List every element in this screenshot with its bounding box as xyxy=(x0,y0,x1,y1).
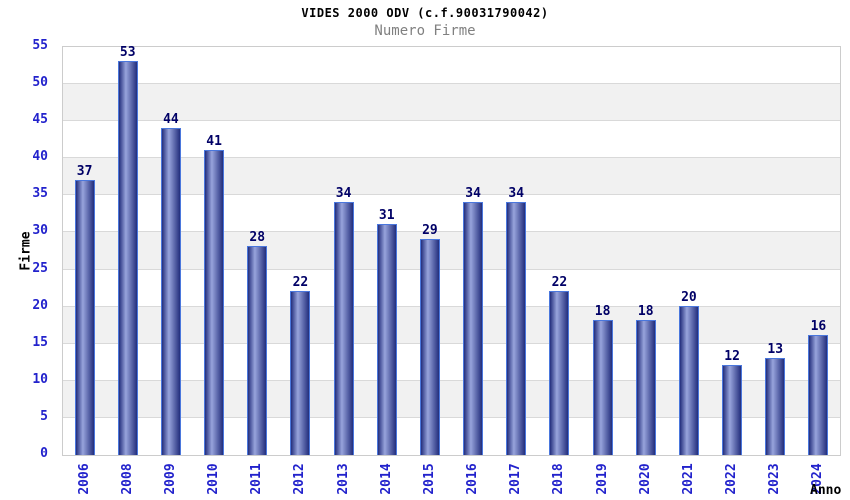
x-tick-label: 2019 xyxy=(594,463,610,495)
gridline xyxy=(63,342,840,344)
plot-area: 37 53 44 41 28 22 34 31 29 34 34 22 18 18 20 12 13 16 xyxy=(62,44,841,456)
y-tick-label: 20 xyxy=(32,297,48,313)
chart-subtitle: Numero Firme xyxy=(374,23,476,39)
gridline xyxy=(63,305,840,307)
x-tick-label: 2017 xyxy=(508,463,524,495)
x-tick-label: 2006 xyxy=(76,463,92,495)
gridline xyxy=(63,379,840,381)
bar-2022 xyxy=(722,364,743,455)
bar-value-label: 12 xyxy=(724,348,740,364)
bar-value-label: 34 xyxy=(465,185,481,201)
bar-value-label: 22 xyxy=(551,274,568,290)
bar-2019 xyxy=(592,320,613,455)
bar-value-label: 18 xyxy=(594,304,611,320)
plot-band xyxy=(63,47,840,85)
gridline xyxy=(63,416,840,418)
bar-value-label: 16 xyxy=(810,319,827,335)
bar-2011 xyxy=(247,246,268,455)
bar-2018 xyxy=(549,290,570,455)
bar-2021 xyxy=(678,305,699,455)
chart-title: VIDES 2000 ODV (c.f.90031790042) xyxy=(301,6,549,20)
plot-band xyxy=(63,158,840,196)
bar-value-label: 29 xyxy=(422,222,438,238)
x-tick-label: 2020 xyxy=(637,463,653,495)
bar-2020 xyxy=(635,320,656,455)
bar-2016 xyxy=(463,201,484,455)
x-tick-label: 2015 xyxy=(421,463,437,495)
x-tick-label: 2018 xyxy=(551,463,567,495)
plot-band xyxy=(63,269,840,307)
bar-2023 xyxy=(765,357,786,455)
x-axis-title: Anno xyxy=(810,483,842,498)
y-tick-label: 50 xyxy=(32,75,48,91)
bar-2010 xyxy=(204,149,225,455)
x-tick-label: 2009 xyxy=(162,463,178,495)
x-tick-label: 2021 xyxy=(680,463,696,495)
x-tick-label: 2008 xyxy=(119,463,135,495)
bar-value-label: 28 xyxy=(249,230,266,246)
y-tick-label: 30 xyxy=(32,223,48,239)
x-tick-label: 2023 xyxy=(767,463,783,495)
gridline xyxy=(63,157,840,159)
plot-band xyxy=(63,232,840,270)
x-tick-label: 2014 xyxy=(378,463,394,495)
bar-value-label: 37 xyxy=(76,163,93,179)
plot-band xyxy=(63,417,840,455)
bar-value-label: 22 xyxy=(292,274,309,290)
bar-value-label: 18 xyxy=(637,304,654,320)
bar-2015 xyxy=(419,238,440,455)
bar-2008 xyxy=(117,60,138,455)
x-tick-label: 2016 xyxy=(465,463,481,495)
bar-value-label: 34 xyxy=(508,185,525,201)
bar-2009 xyxy=(160,127,181,455)
bar-2006 xyxy=(74,179,95,455)
bar-value-label: 41 xyxy=(206,133,222,149)
gridline xyxy=(63,120,840,122)
plot-band xyxy=(63,343,840,381)
bar-2017 xyxy=(506,201,527,455)
y-tick-label: 40 xyxy=(32,149,48,165)
bar-value-label: 31 xyxy=(378,208,395,224)
plot-band xyxy=(63,195,840,233)
bar-value-label: 13 xyxy=(767,341,784,357)
x-tick-label: 2013 xyxy=(335,463,351,495)
bar-2024 xyxy=(808,335,829,455)
y-tick-label: 25 xyxy=(32,260,48,276)
y-tick-label: 55 xyxy=(32,38,48,53)
y-tick-label: 35 xyxy=(32,186,48,202)
y-tick-label: 45 xyxy=(32,112,48,128)
plot-band xyxy=(63,306,840,344)
bar-value-label: 20 xyxy=(681,289,697,305)
x-tick-label: 2010 xyxy=(206,463,222,495)
bar-2013 xyxy=(333,201,354,455)
bar-2012 xyxy=(290,290,311,455)
bar-value-label: 44 xyxy=(163,111,179,127)
plot-band xyxy=(63,121,840,159)
bar-value-label: 53 xyxy=(119,44,136,60)
x-tick-label: 2012 xyxy=(292,463,308,495)
plot-band xyxy=(63,380,840,418)
gridline xyxy=(63,231,840,233)
gridline xyxy=(63,194,840,196)
y-tick-label: 15 xyxy=(32,334,48,350)
y-tick-label: 0 xyxy=(40,446,48,461)
x-tick-label: 2022 xyxy=(724,463,740,495)
plot-band xyxy=(63,84,840,122)
y-tick-label: 5 xyxy=(40,408,48,424)
gridline xyxy=(63,268,840,270)
gridline xyxy=(63,83,840,85)
bar-2014 xyxy=(376,224,397,455)
y-tick-label: 10 xyxy=(32,371,48,387)
x-tick-label: 2011 xyxy=(249,463,265,495)
bar-value-label: 34 xyxy=(335,185,352,201)
